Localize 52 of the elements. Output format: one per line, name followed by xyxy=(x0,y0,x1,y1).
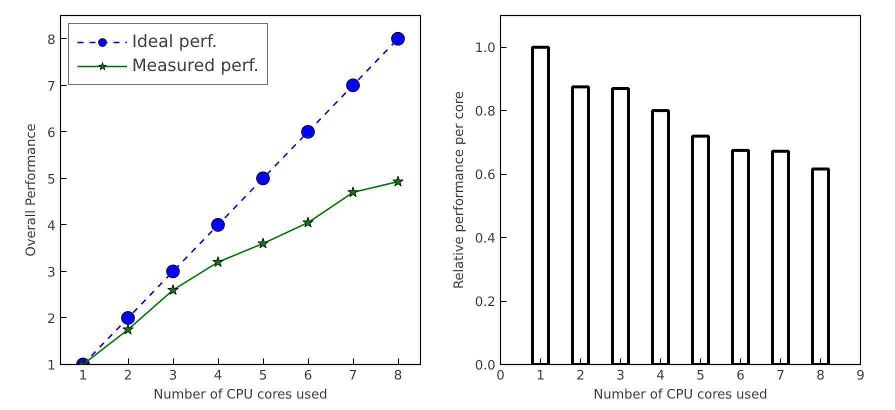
y-axis-title: Overall Performance xyxy=(24,124,40,256)
legend-label: Ideal perf. xyxy=(132,32,218,52)
y-tick-label: 1 xyxy=(47,358,56,374)
y-tick-label: 3 xyxy=(47,265,56,280)
x-tick-label: 5 xyxy=(258,368,268,384)
y-tick-label: 1.0 xyxy=(474,41,496,56)
point xyxy=(167,284,179,295)
y-tick-label: 0.8 xyxy=(474,104,496,120)
point xyxy=(346,78,360,92)
x-tick-label: 7 xyxy=(348,368,358,384)
x-tick-label: 4 xyxy=(214,368,222,384)
y-tick-label: 7 xyxy=(47,79,56,94)
point xyxy=(211,218,225,232)
x-axis-title: Number of CPU cores used xyxy=(154,388,328,402)
x-tick-label: 1 xyxy=(78,368,88,384)
x-tick-label: 5 xyxy=(696,368,705,384)
x-tick-label: 3 xyxy=(168,368,178,384)
x-tick-label: 3 xyxy=(616,368,625,384)
x-tick-label: 6 xyxy=(304,368,312,384)
x-tick-label: 9 xyxy=(856,368,865,384)
point xyxy=(392,176,404,186)
point xyxy=(256,172,270,186)
y-tick-label: 0.6 xyxy=(474,168,496,184)
y-tick-label: 6 xyxy=(47,126,56,141)
point xyxy=(391,32,405,46)
legend-label: Measured perf. xyxy=(132,56,259,76)
y-axis-title: Relative performance per core xyxy=(452,91,467,289)
x-tick-label: 2 xyxy=(124,368,132,384)
point xyxy=(122,324,134,334)
x-tick-label: 1 xyxy=(536,368,545,384)
x-tick-label: 8 xyxy=(394,368,402,384)
point xyxy=(121,311,135,325)
x-tick-label: 7 xyxy=(776,368,785,384)
point xyxy=(212,256,224,267)
point xyxy=(166,264,180,278)
x-axis-title: Number of CPU cores used xyxy=(594,388,768,402)
x-tick-label: 6 xyxy=(736,368,745,384)
point xyxy=(301,124,315,139)
y-tick-label: 4 xyxy=(47,218,56,234)
x-tick-label: 8 xyxy=(816,368,825,384)
point xyxy=(302,216,314,228)
point xyxy=(257,238,269,248)
x-tick-label: 2 xyxy=(576,368,585,384)
y-tick-label: 5 xyxy=(47,172,56,188)
y-tick-label: 8 xyxy=(47,32,56,48)
y-tick-label: 0.4 xyxy=(474,232,496,247)
x-tick-label: 0 xyxy=(496,368,505,384)
point xyxy=(347,186,359,198)
y-tick-label: 2 xyxy=(47,312,56,327)
y-tick-label: 0.0 xyxy=(474,358,496,374)
x-tick-label: 4 xyxy=(656,368,665,384)
y-tick-label: 0.2 xyxy=(474,295,496,310)
